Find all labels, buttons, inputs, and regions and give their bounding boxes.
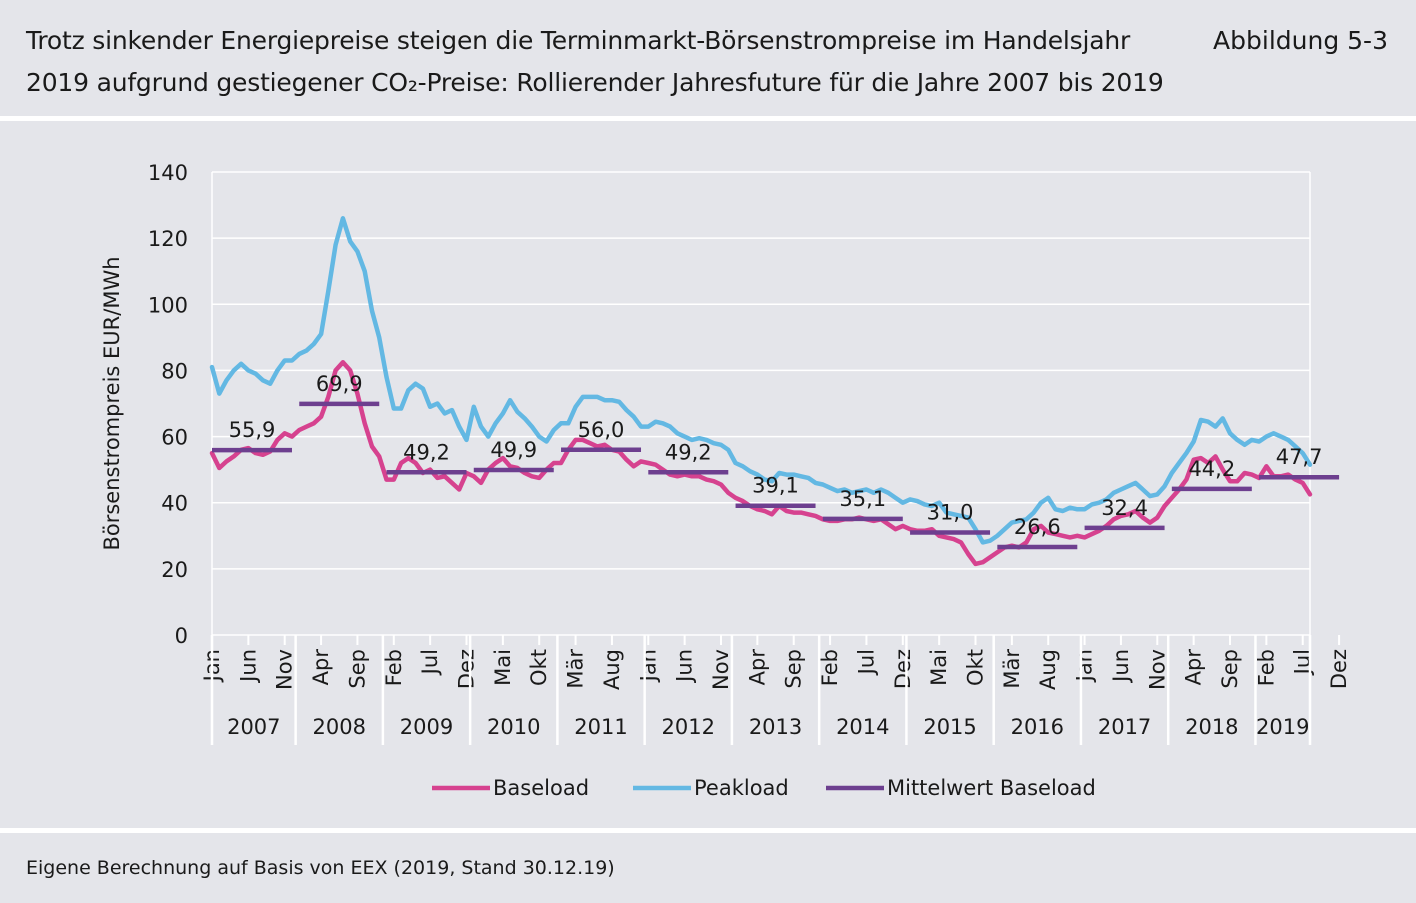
mean-baseload-segments: 55,9 69,9 49,2 49,9 56,0 49,2 39,1 35,1 31,0 26,6…	[212, 372, 1340, 550]
y-tick-label: 120	[148, 227, 188, 251]
x-month-label: Dez	[455, 649, 479, 689]
x-month-label: Jun	[673, 649, 697, 684]
x-year-label: 2014	[836, 715, 889, 739]
mean-data-label: 26,6	[1014, 515, 1061, 539]
mean-data-label: 31,0	[927, 500, 974, 524]
legend-item: Baseload	[432, 776, 589, 800]
x-month-label: Jan	[1073, 649, 1097, 683]
mean-data-label: 49,2	[403, 440, 450, 464]
x-month-label: Dez	[1327, 649, 1351, 689]
x-year-label: 2013	[749, 715, 802, 739]
legend: Baseload Peakload Mittelwert Baseload	[432, 776, 1096, 800]
x-year-label: 2010	[487, 715, 540, 739]
x-month-label: Apr	[1182, 649, 1206, 686]
x-month-label: Feb	[818, 649, 842, 686]
legend-item: Mittelwert Baseload	[826, 776, 1096, 800]
mean-data-label: 49,2	[665, 440, 712, 464]
mean-data-label: 35,1	[839, 487, 886, 511]
x-month-label: Jul	[854, 649, 878, 676]
mean-data-label: 55,9	[229, 418, 276, 442]
x-month-label: Jun	[1109, 649, 1133, 684]
mean-data-label: 47,7	[1276, 445, 1323, 469]
y-tick-label: 100	[148, 293, 188, 317]
x-month-label: Apr	[745, 649, 769, 686]
x-month-label: Dez	[891, 649, 915, 689]
x-year-label: 2009	[400, 715, 453, 739]
x-month-label: Mai	[491, 649, 515, 686]
series-peakload-line	[209, 216, 1313, 545]
legend-label: Baseload	[493, 776, 589, 800]
x-year-label: 2015	[923, 715, 976, 739]
y-tick-label: 40	[161, 492, 188, 516]
x-year-label: 2018	[1185, 715, 1238, 739]
x-month-label: Feb	[1254, 649, 1278, 686]
figure-number: Abbildung 5-3	[1213, 26, 1388, 55]
y-tick-label: 0	[175, 624, 188, 648]
x-year-label: 2008	[313, 715, 366, 739]
x-month-label: Jul	[418, 649, 442, 676]
x-month-label: Okt	[527, 649, 551, 686]
y-tick-label: 140	[148, 161, 188, 185]
chart-area: 0 20 40 60 80 100 120 140 Börsenstrompreis EUR/M…	[0, 121, 1416, 828]
x-month-label: Sep	[345, 649, 369, 689]
figure-title: Trotz sinkender Energiepreise steigen di…	[26, 26, 1164, 97]
mean-data-label: 49,9	[490, 438, 537, 462]
figure-header: Trotz sinkender Energiepreise steigen di…	[0, 0, 1416, 116]
mean-data-label: 39,1	[752, 474, 799, 498]
y-tick-label: 80	[161, 359, 188, 383]
x-month-label: Aug	[600, 649, 624, 690]
x-month-label: Sep	[1218, 649, 1242, 689]
x-year-label: 2011	[574, 715, 627, 739]
x-month-label: Nov	[273, 649, 297, 690]
x-month-label: Feb	[382, 649, 406, 686]
x-year-label: 2012	[662, 715, 715, 739]
x-year-label: 2007	[227, 715, 280, 739]
footer-divider	[0, 828, 1416, 833]
mean-data-label: 69,9	[316, 372, 363, 396]
mean-data-label: 56,0	[578, 418, 625, 442]
header-divider	[0, 116, 1416, 121]
grid-lines: 0 20 40 60 80 100 120 140	[148, 161, 1311, 648]
x-month-label: Sep	[782, 649, 806, 689]
mean-data-label: 32,4	[1101, 496, 1148, 520]
x-month-label: Apr	[309, 649, 333, 686]
x-month-label: Okt	[964, 649, 988, 686]
x-month-label: Aug	[1036, 649, 1060, 690]
y-axis-label: Börsenstrompreis EUR/MWh	[100, 256, 124, 550]
series-baseload-line	[209, 359, 1313, 567]
legend-label: Mittelwert Baseload	[887, 776, 1096, 800]
y-tick-label: 20	[161, 558, 188, 582]
legend-item: Peakload	[633, 776, 789, 800]
x-axis: Jan Jun Nov Apr Sep Feb Jul Dez Mai Okt Mär Aug Jan J…	[200, 635, 1351, 745]
x-month-label: Jun	[236, 649, 260, 684]
line-chart: 0 20 40 60 80 100 120 140 Börsenstrompreis EUR/M…	[100, 161, 1351, 800]
x-month-label: Nov	[1145, 649, 1169, 690]
x-month-label: Mär	[1000, 649, 1024, 689]
legend-label: Peakload	[694, 776, 789, 800]
x-year-label: 2016	[1011, 715, 1064, 739]
x-month-label: Jan	[636, 649, 660, 683]
mean-data-label: 44,2	[1188, 457, 1235, 481]
x-month-label: Mai	[927, 649, 951, 686]
y-tick-label: 60	[161, 426, 188, 450]
source-note: Eigene Berechnung auf Basis von EEX (201…	[26, 857, 615, 879]
x-year-label: 2019	[1256, 715, 1309, 739]
x-year-label: 2017	[1098, 715, 1151, 739]
x-month-label: Mär	[564, 649, 588, 689]
x-month-label: Nov	[709, 649, 733, 690]
